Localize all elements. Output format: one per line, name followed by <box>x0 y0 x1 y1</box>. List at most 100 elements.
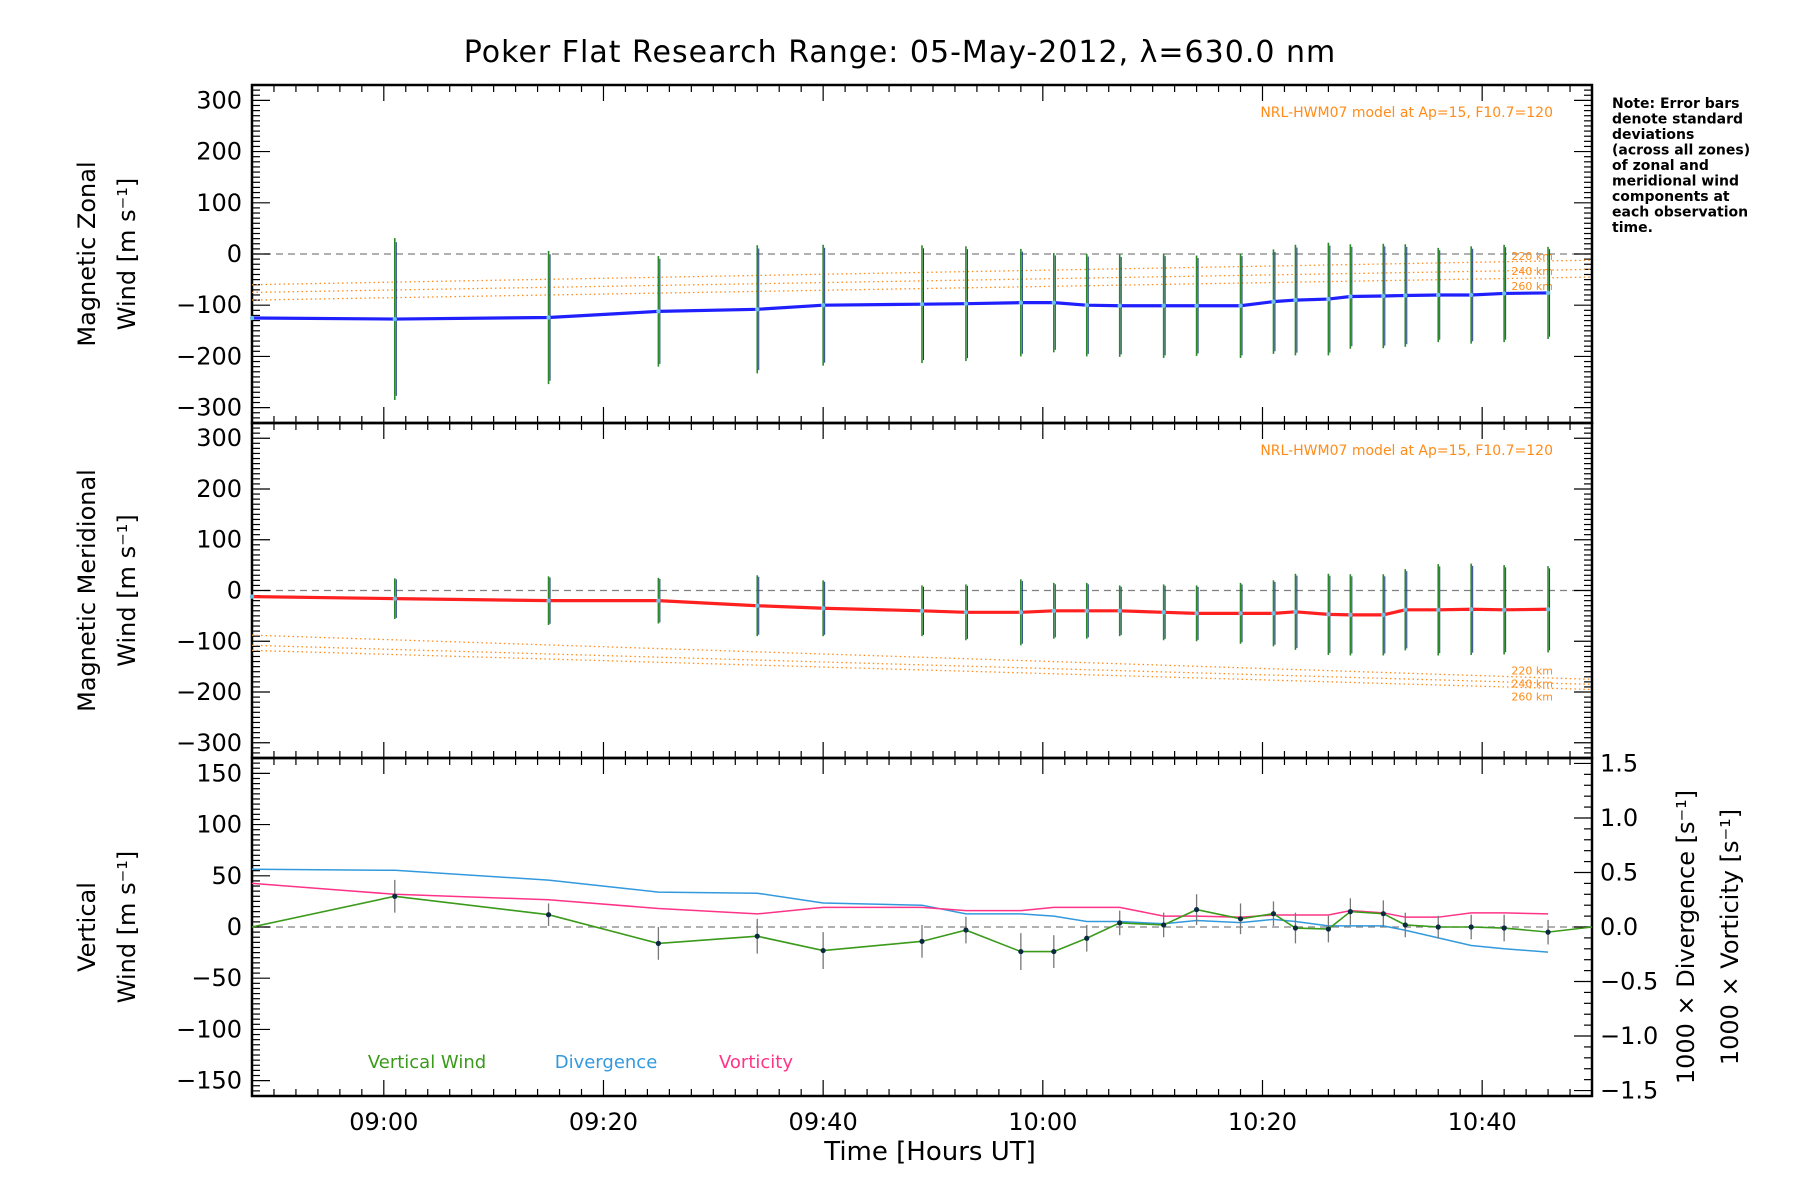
model-curve-260km <box>251 276 1593 301</box>
vertical-wind-point <box>919 938 925 944</box>
y-tick-label: 0 <box>227 240 242 268</box>
y-tick-label: 150 <box>196 759 242 787</box>
wind-point <box>1403 293 1408 298</box>
wind-point <box>1545 290 1551 296</box>
model-curve-240km <box>251 268 1593 294</box>
wind-point <box>1271 611 1276 616</box>
vertical-wind-point <box>1018 948 1024 955</box>
y-tick-label: −100 <box>176 291 242 319</box>
wind-point <box>1293 609 1298 615</box>
legend-item: Vorticity <box>719 1052 793 1073</box>
vertical-wind-point <box>1237 916 1244 922</box>
model-label: NRL-HWM07 model at Ap=15, F10.7=120 <box>1260 105 1553 121</box>
y-tick-label: 300 <box>196 86 242 114</box>
vertical-wind-point <box>1270 911 1277 917</box>
note-line: deviations <box>1612 127 1694 143</box>
note-line: denote standard <box>1612 112 1743 128</box>
wind-point <box>546 315 551 320</box>
altitude-label: 260 km <box>1511 280 1553 293</box>
vertical-wind-point <box>545 912 552 918</box>
wind-point <box>1326 612 1331 617</box>
wind-point <box>919 608 925 614</box>
y2-tick-label: −1.5 <box>1600 1077 1658 1105</box>
x-tick-label: 09:40 <box>789 1108 858 1136</box>
wind-point <box>1501 291 1507 296</box>
wind-point <box>1117 303 1122 308</box>
y2-tick-label: 0.5 <box>1600 858 1638 886</box>
wind-point <box>1348 294 1353 299</box>
vertical-wind-point <box>655 940 661 946</box>
model-label: NRL-HWM07 model at Ap=15, F10.7=120 <box>1260 443 1553 459</box>
wind-point <box>656 309 661 314</box>
wind-point <box>1293 297 1298 303</box>
chart-title: Poker Flat Research Range: 05-May-2012, … <box>464 35 1336 70</box>
y-tick-label: 100 <box>196 526 242 554</box>
wind-point <box>1161 303 1166 308</box>
vertical-wind-point <box>1193 906 1200 913</box>
y-tick-label: 100 <box>196 189 242 217</box>
note-line: components at <box>1612 189 1730 205</box>
altitude-label: 220 km <box>1511 250 1553 263</box>
wind-point <box>392 316 397 322</box>
vertical-wind-point <box>1325 926 1331 932</box>
x-tick-label: 09:20 <box>569 1108 638 1136</box>
wind-point <box>963 610 969 615</box>
wind-point <box>1161 610 1166 615</box>
y-tick-label: 200 <box>196 475 242 503</box>
y-tick-label: −150 <box>176 1067 242 1095</box>
wind-point <box>1545 607 1551 612</box>
legend-item: Vertical Wind <box>368 1052 486 1073</box>
wind-point <box>1501 607 1507 612</box>
y-tick-label: 0 <box>227 577 242 605</box>
vertical-wind-point <box>1501 925 1507 931</box>
wind-point <box>1018 300 1024 305</box>
vertical-wind-point <box>1545 929 1551 935</box>
vertical-wind-point <box>1051 948 1057 955</box>
wind-point <box>1117 608 1122 614</box>
note-line: (across all zones) <box>1612 143 1750 159</box>
vertical-wind-point <box>754 933 760 939</box>
y-axis-label-line2: Wind [m s⁻¹] <box>113 514 141 666</box>
y2-tick-label: −1.0 <box>1600 1022 1658 1050</box>
y-tick-label: 50 <box>211 862 242 890</box>
wind-point <box>1271 299 1276 304</box>
model-curve-260km <box>251 649 1593 691</box>
vertical-wind-point <box>1380 911 1386 917</box>
x-tick-label: 09:00 <box>349 1108 418 1136</box>
vertical-wind-point <box>963 927 969 933</box>
wind-point <box>1468 607 1474 612</box>
y-axis-label-line2: Wind [m s⁻¹] <box>113 178 141 330</box>
y-tick-label: −200 <box>176 678 242 706</box>
note-line: time. <box>1612 220 1653 236</box>
wind-point <box>1326 296 1331 302</box>
y-tick-label: −300 <box>176 394 242 422</box>
wind-point <box>656 598 661 603</box>
wind-point <box>1436 292 1441 298</box>
x-tick-label: 10:00 <box>1008 1108 1077 1136</box>
wind-point <box>820 606 826 611</box>
altitude-label: 240 km <box>1511 678 1553 691</box>
wind-point <box>249 594 255 599</box>
wind-series-line <box>251 594 1549 617</box>
wind-point <box>820 303 826 308</box>
vertical-wind-point <box>1084 935 1090 941</box>
y-axis-label-line1: Vertical <box>73 882 101 972</box>
model-curve-220km <box>251 634 1593 680</box>
wind-point <box>249 315 255 321</box>
wind-point <box>919 301 925 307</box>
vertical-wind-point <box>1117 920 1123 926</box>
wind-point <box>1194 611 1199 616</box>
y2-tick-label: 1.0 <box>1600 804 1638 832</box>
wind-point <box>1348 612 1353 618</box>
model-curve-220km <box>251 259 1593 286</box>
wind-point <box>1051 608 1057 614</box>
y-tick-label: 200 <box>196 138 242 166</box>
wind-point <box>1381 293 1386 299</box>
altitude-label: 220 km <box>1511 665 1553 678</box>
altitude-label: 240 km <box>1511 265 1553 278</box>
y-tick-label: 0 <box>227 913 242 941</box>
wind-point <box>1018 610 1024 615</box>
vertical-wind-point <box>1402 922 1408 928</box>
vertical-wind-point <box>1435 924 1441 930</box>
wind-point <box>1381 612 1386 618</box>
